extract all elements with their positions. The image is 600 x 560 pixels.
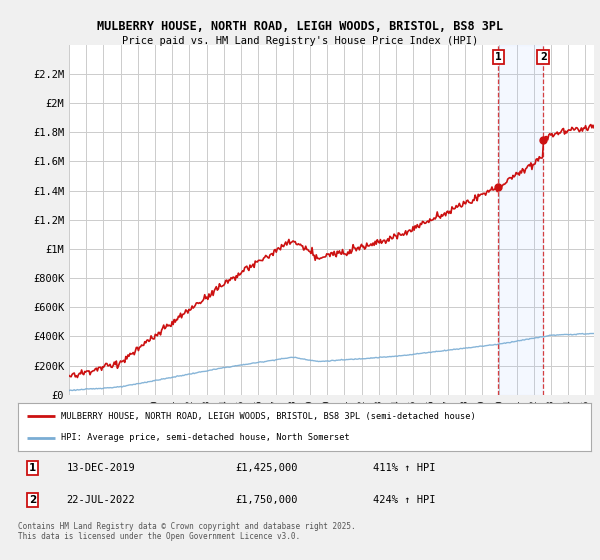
Text: MULBERRY HOUSE, NORTH ROAD, LEIGH WOODS, BRISTOL, BS8 3PL: MULBERRY HOUSE, NORTH ROAD, LEIGH WOODS,…	[97, 20, 503, 32]
Text: HPI: Average price, semi-detached house, North Somerset: HPI: Average price, semi-detached house,…	[61, 433, 350, 442]
Text: 2: 2	[29, 495, 36, 505]
Text: 13-DEC-2019: 13-DEC-2019	[67, 463, 136, 473]
Text: £1,425,000: £1,425,000	[236, 463, 298, 473]
Text: 1: 1	[495, 52, 502, 62]
Text: 22-JUL-2022: 22-JUL-2022	[67, 495, 136, 505]
Text: Contains HM Land Registry data © Crown copyright and database right 2025.
This d: Contains HM Land Registry data © Crown c…	[18, 522, 356, 542]
Bar	[499, 45, 543, 395]
Text: 2: 2	[540, 52, 547, 62]
Text: MULBERRY HOUSE, NORTH ROAD, LEIGH WOODS, BRISTOL, BS8 3PL (semi-detached house): MULBERRY HOUSE, NORTH ROAD, LEIGH WOODS,…	[61, 412, 476, 421]
Text: Price paid vs. HM Land Registry's House Price Index (HPI): Price paid vs. HM Land Registry's House …	[122, 36, 478, 46]
Text: 424% ↑ HPI: 424% ↑ HPI	[373, 495, 436, 505]
Text: 411% ↑ HPI: 411% ↑ HPI	[373, 463, 436, 473]
Text: 1: 1	[29, 463, 36, 473]
Text: £1,750,000: £1,750,000	[236, 495, 298, 505]
